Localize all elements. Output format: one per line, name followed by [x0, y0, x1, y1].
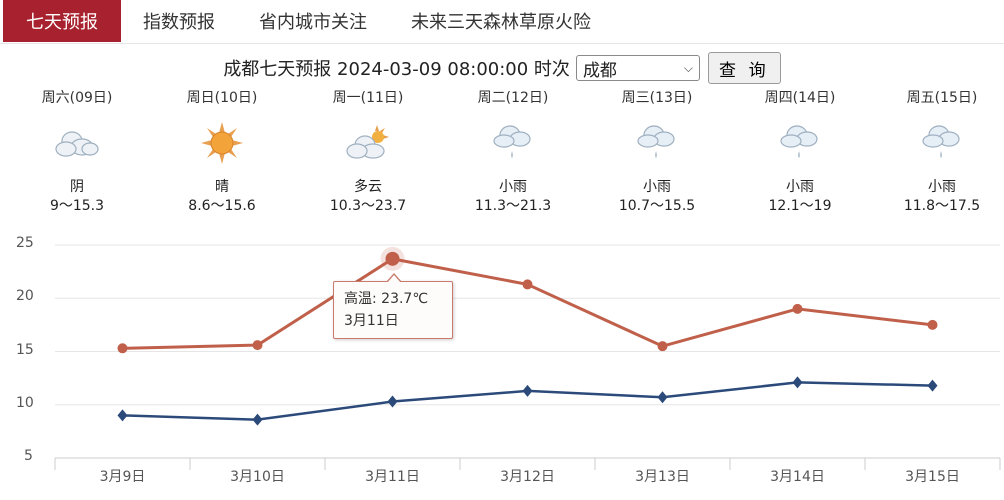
- tab-index-forecast[interactable]: 指数预报: [143, 12, 215, 33]
- x-tick-label: 3月15日: [905, 469, 960, 485]
- x-tick-label: 3月12日: [500, 469, 555, 485]
- data-point-marker[interactable]: [385, 251, 400, 266]
- y-tick-label: 25: [16, 235, 34, 251]
- tab-seven-day-forecast[interactable]: 七天预报: [3, 0, 121, 42]
- chevron-down-icon: ⌵: [683, 60, 693, 75]
- tab-fire-risk[interactable]: 未来三天森林草原火险: [411, 12, 591, 33]
- tooltip-value: 高温: 23.7℃: [344, 291, 429, 307]
- x-tick-label: 3月10日: [230, 469, 285, 485]
- data-point-marker[interactable]: [117, 409, 128, 422]
- day-name: 周日(10日): [186, 90, 258, 106]
- tab-bar: 七天预报 指数预报 省内城市关注 未来三天森林草原火险: [0, 0, 1004, 44]
- temp-range: 8.6～15.6: [188, 198, 256, 214]
- chart-plot-area: [54, 244, 1001, 470]
- sunny-icon: [157, 108, 287, 178]
- daily-forecast: 周六(09日) 阴 9～15.3 周日(10日) 晴 8.6～15.6 周一(1…: [0, 88, 1004, 228]
- day-name: 周二(12日): [477, 90, 549, 106]
- data-point-marker[interactable]: [792, 376, 803, 389]
- temp-range: 10.7～15.5: [618, 198, 696, 214]
- data-point-marker[interactable]: [657, 341, 668, 352]
- day-name: 周三(13日): [621, 90, 693, 106]
- day-card: 周一(11日) 多云 10.3～23.7: [303, 88, 433, 216]
- day-card: 周三(13日) 小雨 10.7～15.5: [592, 88, 722, 216]
- weather-desc: 小雨: [786, 179, 814, 195]
- overcast-cloud-icon: [12, 108, 142, 178]
- data-point-marker[interactable]: [387, 395, 398, 408]
- light-rain-icon: [877, 108, 1004, 178]
- y-tick-label: 5: [24, 448, 33, 464]
- data-point-marker[interactable]: [522, 279, 533, 290]
- day-name: 周五(15日): [906, 90, 978, 106]
- x-tick-label: 3月13日: [635, 469, 690, 485]
- temp-range: 10.3～23.7: [329, 198, 407, 214]
- query-bar: 成都七天预报 2024-03-09 08:00:00 时次 成都 ⌵ 查 询: [0, 52, 1004, 84]
- data-point-marker[interactable]: [522, 384, 533, 397]
- x-tick-label: 3月11日: [365, 469, 420, 485]
- weather-desc: 晴: [215, 179, 229, 195]
- y-tick-label: 20: [16, 288, 34, 305]
- light-rain-icon: [735, 108, 865, 178]
- data-point-marker[interactable]: [927, 319, 938, 330]
- light-rain-icon: [592, 108, 722, 178]
- light-rain-icon: [448, 108, 578, 178]
- day-name: 周一(11日): [332, 90, 404, 106]
- temp-range: 11.3～21.3: [474, 198, 552, 214]
- tooltip-date: 3月11日: [344, 313, 399, 329]
- day-card: 周二(12日) 小雨 11.3～21.3: [448, 88, 578, 216]
- x-tick-label: 3月9日: [99, 469, 146, 485]
- data-point-marker[interactable]: [117, 343, 128, 354]
- data-point-marker[interactable]: [927, 379, 938, 392]
- weather-desc: 小雨: [499, 179, 527, 195]
- temp-range: 12.1～19: [768, 198, 832, 214]
- forecast-title: 成都七天预报 2024-03-09 08:00:00 时次: [223, 59, 570, 80]
- weather-desc: 多云: [354, 179, 382, 195]
- data-point-marker[interactable]: [252, 340, 263, 351]
- tab-province-cities[interactable]: 省内城市关注: [259, 12, 367, 33]
- city-select-value: 成都: [582, 60, 617, 81]
- temperature-chart: [0, 228, 1004, 500]
- temp-range: 9～15.3: [49, 198, 105, 214]
- query-button[interactable]: 查 询: [707, 52, 781, 84]
- day-name: 周六(09日): [41, 90, 113, 106]
- y-tick-label: 10: [16, 394, 34, 411]
- day-card: 周日(10日) 晴 8.6～15.6: [157, 88, 287, 216]
- weather-desc: 小雨: [643, 179, 671, 195]
- day-card: 周五(15日) 小雨 11.8～17.5: [877, 88, 1004, 216]
- weather-desc: 阴: [70, 179, 84, 195]
- day-card: 周四(14日) 小雨 12.1～19: [735, 88, 865, 216]
- chart-tooltip: 高温: 23.7℃ 3月11日: [333, 273, 453, 339]
- city-select[interactable]: 成都 ⌵: [575, 55, 700, 81]
- partly-cloudy-icon: [303, 108, 433, 178]
- day-name: 周四(14日): [764, 90, 836, 106]
- x-tick-label: 3月14日: [770, 469, 825, 485]
- y-tick-label: 15: [16, 341, 34, 358]
- day-card: 周六(09日) 阴 9～15.3: [12, 88, 142, 216]
- data-point-marker[interactable]: [252, 413, 263, 426]
- weather-desc: 小雨: [928, 179, 956, 195]
- data-point-marker[interactable]: [657, 391, 668, 404]
- series-line: [122, 257, 933, 350]
- data-point-marker[interactable]: [792, 303, 803, 314]
- temp-range: 11.8～17.5: [903, 198, 981, 214]
